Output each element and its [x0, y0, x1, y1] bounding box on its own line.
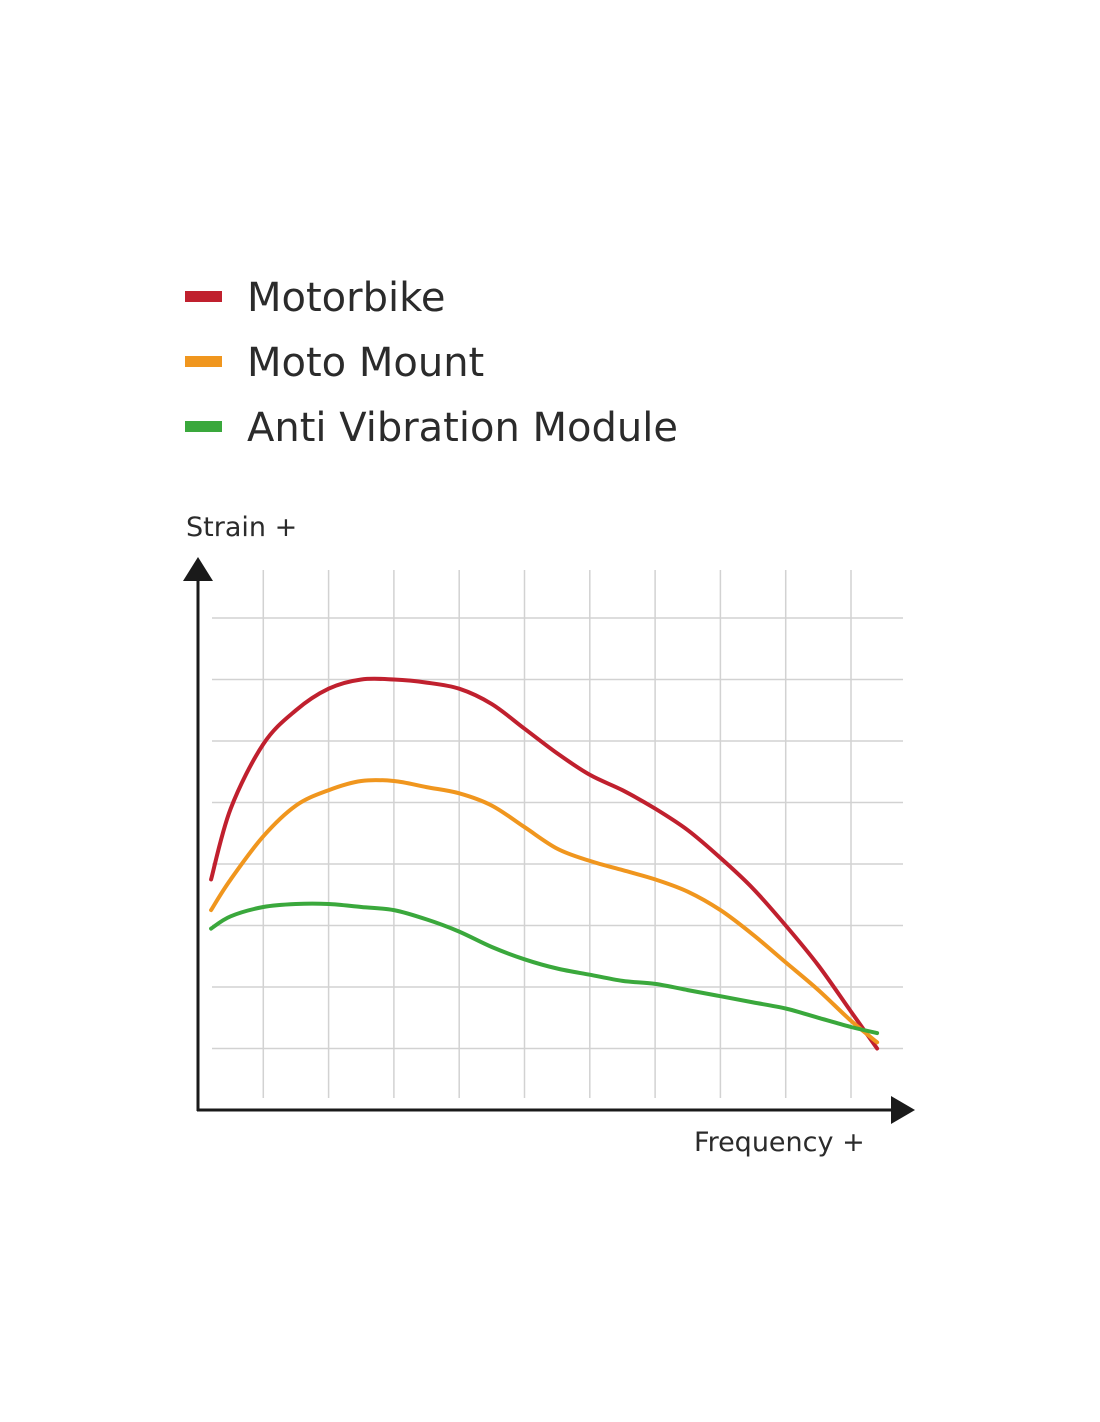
- legend-swatch-anti-vibration: [185, 421, 222, 432]
- legend-swatch-moto-mount: [185, 356, 222, 367]
- legend: Motorbike Moto Mount Anti Vibration Modu…: [185, 275, 678, 451]
- legend-swatch-motorbike: [185, 291, 222, 302]
- legend-label-moto-mount: Moto Mount: [247, 340, 484, 386]
- series-layer: [209, 676, 880, 1051]
- legend-label-motorbike: Motorbike: [247, 275, 445, 321]
- axes: [183, 557, 915, 1124]
- chart-grid: [212, 570, 903, 1098]
- y-axis-label: Strain +: [186, 512, 297, 543]
- legend-label-anti-vibration: Anti Vibration Module: [247, 405, 678, 451]
- series-line-anti-vibration: [209, 901, 880, 1036]
- series-line-moto-mount: [209, 778, 880, 1045]
- x-axis-label: Frequency +: [694, 1127, 865, 1158]
- series-line-motorbike: [209, 676, 880, 1051]
- x-axis-arrow-icon: [891, 1096, 915, 1124]
- y-axis-arrow-icon: [183, 557, 213, 581]
